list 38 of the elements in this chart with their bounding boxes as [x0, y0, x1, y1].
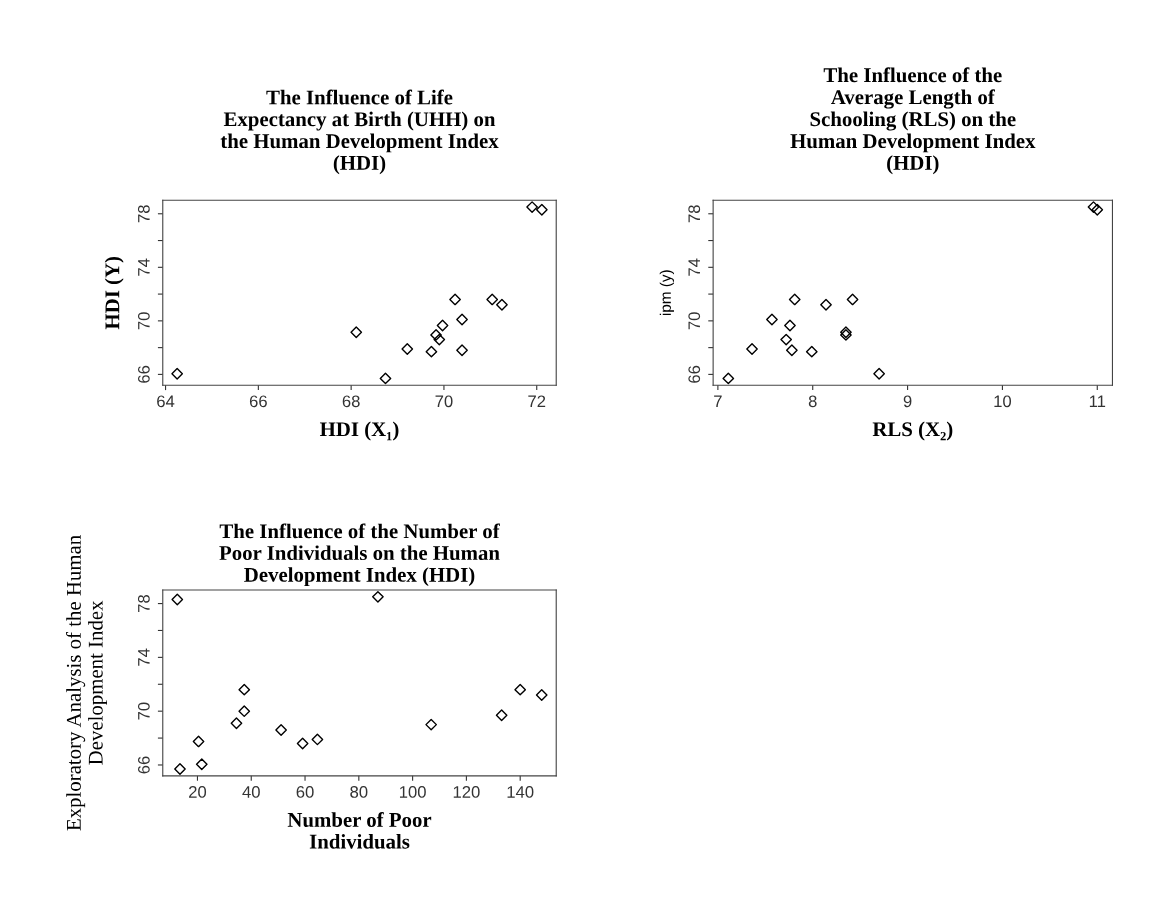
x-axis-title: HDI (X₁): [319, 421, 399, 441]
y-tick-label: 66: [137, 365, 150, 383]
x-tick-label: 80: [350, 786, 368, 798]
y-tick-label: 74: [138, 258, 150, 276]
y-tick-label: 70: [137, 702, 150, 720]
y-axis-title: HDI (Y): [104, 256, 124, 330]
x-tick-label: 7: [714, 395, 722, 408]
x-tick-label: 66: [249, 395, 267, 408]
x-tick-label: 20: [189, 786, 207, 798]
x-tick-label: 40: [242, 786, 260, 798]
y-tick-label: 66: [137, 756, 150, 774]
x-tick-label: 64: [157, 395, 175, 408]
x-tick-label: 70: [435, 395, 453, 408]
x-axis-title: RLS (X₂): [872, 421, 953, 441]
y-axis-title: Exploratory Analysis of the Human Development Index: [66, 535, 107, 831]
x-tick-label: 120: [453, 786, 480, 798]
x-tick-label: 140: [507, 786, 534, 798]
x-tick-label: 68: [342, 395, 360, 408]
x-tick-label: 11: [1089, 395, 1106, 408]
y-tick-label: 74: [688, 258, 700, 276]
y-tick-label: 66: [688, 365, 701, 383]
x-tick-label: 9: [903, 395, 912, 408]
y-tick-label: 78: [137, 595, 150, 612]
y-tick-label: 78: [137, 205, 150, 223]
y-axis-title: ipm (y): [659, 270, 674, 316]
chart-title: The Influence of Life Expectancy at Birth (UHH) on the Human Development Index (HDI): [220, 89, 499, 175]
x-axis-title: Number of Poor Individuals: [287, 812, 432, 849]
x-tick-label: 60: [296, 786, 314, 798]
y-tick-label: 70: [688, 312, 701, 330]
x-tick-label: 100: [399, 786, 426, 798]
x-tick-label: 10: [994, 395, 1012, 408]
chart-title: The Influence of the Number of Poor Individuals on the Human Development Index (HDI): [219, 523, 500, 587]
y-tick-label: 70: [137, 312, 150, 330]
x-tick-label: 72: [528, 395, 546, 408]
y-tick-label: 74: [138, 648, 150, 666]
x-tick-label: 8: [808, 395, 817, 408]
y-tick-label: 78: [688, 205, 701, 223]
chart-title: The Influence of the Average Length of Schooling (RLS) on the Human Development Index (HDI): [790, 67, 1036, 175]
